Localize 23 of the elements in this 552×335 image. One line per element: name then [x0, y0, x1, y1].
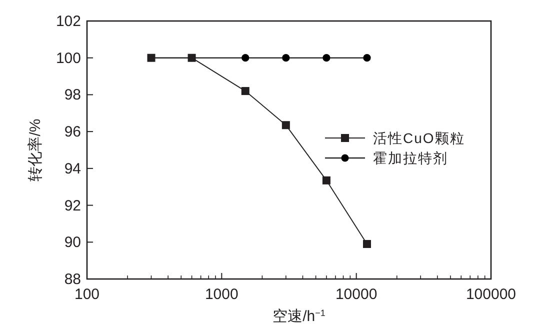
point [282, 54, 290, 62]
x-tick-label: 100000 [466, 286, 516, 303]
legend-label: 霍加拉特剂 [373, 150, 448, 166]
x-tick-label: 10000 [335, 286, 378, 303]
point [242, 54, 250, 62]
point [322, 54, 330, 62]
y-tick-label: 94 [64, 160, 81, 178]
point [282, 121, 290, 130]
point [322, 176, 330, 184]
y-axis-title: 转化率/% [27, 118, 44, 182]
y-tick-label: 88 [64, 271, 81, 288]
point [241, 87, 250, 96]
y-tick-label: 92 [64, 197, 81, 214]
point [363, 54, 371, 62]
y-tick-label: 98 [64, 86, 81, 104]
y-tick-label: 90 [64, 234, 81, 252]
y-tick-label: 102 [56, 13, 81, 30]
legend-label: 活性CuO颗粒 [373, 130, 465, 146]
point [362, 240, 371, 248]
x-tick-label: 1000 [204, 286, 238, 303]
y-tick-label: 100 [56, 50, 81, 67]
x-axis-title: 空速/h$^{−1}$ [272, 308, 326, 325]
y-tick-label: 96 [64, 124, 81, 141]
